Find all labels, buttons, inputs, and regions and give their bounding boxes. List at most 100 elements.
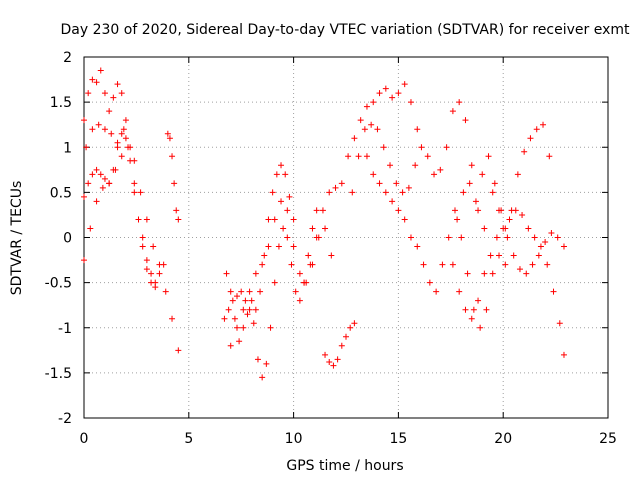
- series-track-e: [164, 130, 182, 223]
- data-point: [122, 117, 129, 124]
- data-point: [405, 184, 412, 191]
- data-point: [332, 184, 339, 191]
- data-point: [114, 81, 121, 88]
- data-point: [173, 207, 180, 214]
- x-tick-label: 0: [80, 431, 89, 447]
- data-point: [85, 90, 92, 97]
- y-tick-label: -2: [58, 411, 72, 427]
- data-point: [263, 360, 270, 367]
- data-point: [355, 153, 362, 160]
- data-point: [271, 216, 278, 223]
- data-point: [83, 144, 90, 151]
- data-point: [521, 148, 528, 155]
- data-point: [542, 239, 549, 246]
- data-point: [458, 234, 465, 241]
- data-point: [290, 216, 297, 223]
- data-point: [240, 306, 247, 313]
- data-point: [376, 180, 383, 187]
- series-track-b: [81, 130, 167, 286]
- data-point: [139, 243, 146, 250]
- data-point: [261, 252, 268, 259]
- data-point: [164, 130, 171, 137]
- data-point: [533, 126, 540, 133]
- data-point: [516, 266, 523, 273]
- data-point: [175, 216, 182, 223]
- data-point: [244, 311, 251, 318]
- data-point: [560, 351, 567, 358]
- data-point: [407, 234, 414, 241]
- data-point: [137, 189, 144, 196]
- data-point: [99, 184, 106, 191]
- data-point: [449, 108, 456, 115]
- data-point: [426, 279, 433, 286]
- x-tick-label: 10: [285, 431, 303, 447]
- data-point: [496, 252, 503, 259]
- series-track-d: [83, 121, 127, 151]
- data-point: [454, 216, 461, 223]
- data-point: [259, 261, 266, 268]
- data-point: [112, 166, 119, 173]
- series-track-o: [489, 121, 553, 232]
- x-tick-label: 15: [389, 431, 407, 447]
- data-point: [246, 306, 253, 313]
- data-point: [506, 216, 513, 223]
- data-point: [351, 320, 358, 327]
- grid: [84, 57, 608, 418]
- data-point: [150, 243, 157, 250]
- series-track-f: [221, 207, 320, 381]
- data-point: [278, 162, 285, 169]
- data-point: [491, 180, 498, 187]
- data-point: [527, 135, 534, 142]
- data-point: [156, 261, 163, 268]
- data-point: [305, 252, 312, 259]
- data-point: [162, 288, 169, 295]
- data-point: [95, 121, 102, 128]
- data-point: [288, 261, 295, 268]
- data-point: [376, 90, 383, 97]
- data-point: [143, 266, 150, 273]
- y-tick-label: -0.5: [45, 276, 72, 292]
- data-point: [240, 324, 247, 331]
- data-point: [338, 180, 345, 187]
- data-point: [284, 234, 291, 241]
- data-point: [106, 108, 113, 115]
- data-point: [347, 324, 354, 331]
- y-tick-label: -1.5: [45, 366, 72, 382]
- data-point: [171, 180, 178, 187]
- y-tick-label: 1.5: [50, 95, 72, 111]
- y-tick-label: -1: [58, 321, 72, 337]
- data-point: [523, 270, 530, 277]
- plot-frame: [83, 56, 609, 419]
- data-point: [275, 243, 282, 250]
- data-point: [284, 207, 291, 214]
- data-point: [267, 324, 274, 331]
- data-point: [412, 162, 419, 169]
- data-point: [87, 225, 94, 232]
- data-point: [234, 324, 241, 331]
- data-point: [361, 126, 368, 133]
- data-point: [443, 144, 450, 151]
- data-point: [370, 171, 377, 178]
- data-point: [401, 216, 408, 223]
- data-point: [93, 79, 100, 86]
- data-point: [313, 234, 320, 241]
- data-point: [540, 121, 547, 128]
- data-point: [265, 243, 272, 250]
- data-point: [433, 288, 440, 295]
- axis-ticks: 0 5 10 15 20 25 -2 -1.5 -1 -0.5 0 0.5 1 1.5 2: [45, 50, 617, 447]
- data-point: [330, 362, 337, 369]
- data-point: [338, 342, 345, 349]
- data-point: [460, 189, 467, 196]
- data-point: [221, 315, 228, 322]
- data-point: [238, 288, 245, 295]
- data-point: [560, 243, 567, 250]
- data-point: [496, 207, 503, 214]
- data-point: [278, 198, 285, 205]
- data-point: [487, 252, 494, 259]
- x-tick-label: 20: [494, 431, 512, 447]
- data-point: [445, 234, 452, 241]
- data-point: [502, 261, 509, 268]
- data-point: [546, 153, 553, 160]
- data-point: [479, 171, 486, 178]
